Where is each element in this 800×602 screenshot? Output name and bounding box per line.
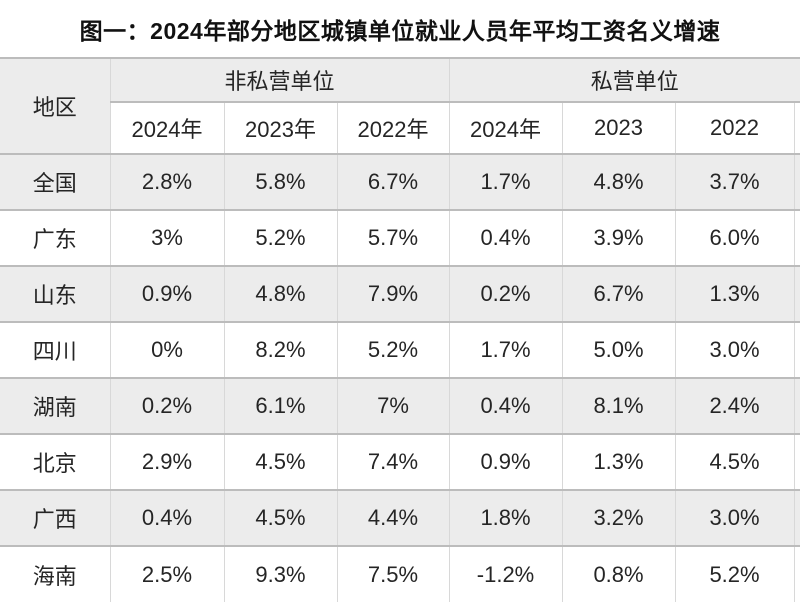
value-cell: 5.2%: [674, 545, 795, 602]
value-cell: 1.8%: [448, 489, 563, 546]
cutoff-column-stub: [793, 265, 800, 322]
year-column-header: 2023: [561, 101, 676, 154]
value-cell: 6.7%: [336, 153, 450, 210]
value-cell: 3%: [109, 209, 224, 266]
value-cell: 7.5%: [336, 545, 450, 602]
cutoff-column-stub: [793, 377, 800, 434]
cutoff-column-stub: [793, 433, 800, 490]
table-row: 山东 0.9% 4.8% 7.9% 0.2% 6.7% 1.3%: [0, 265, 800, 322]
value-cell: 5.0%: [561, 321, 676, 378]
table-row: 海南 2.5% 9.3% 7.5% -1.2% 0.8% 5.2%: [0, 545, 800, 602]
value-cell: 5.8%: [223, 153, 337, 210]
value-cell: 0.4%: [448, 209, 563, 266]
value-cell: 7.9%: [336, 265, 450, 322]
table-row: 四川 0% 8.2% 5.2% 1.7% 5.0% 3.0%: [0, 321, 800, 378]
region-cell: 海南: [0, 545, 110, 602]
figure-title: 图一：2024年部分地区城镇单位就业人员年平均工资名义增速: [0, 0, 800, 57]
value-cell: 8.2%: [223, 321, 337, 378]
value-cell: 3.2%: [561, 489, 676, 546]
value-cell: 5.7%: [336, 209, 450, 266]
value-cell: 4.8%: [223, 265, 337, 322]
value-cell: 6.0%: [674, 209, 795, 266]
group-header-private: 私营单位: [448, 57, 800, 102]
year-column-header: 2023年: [223, 101, 337, 154]
value-cell: 6.7%: [561, 265, 676, 322]
cutoff-column-stub: [793, 545, 800, 602]
value-cell: 4.4%: [336, 489, 450, 546]
value-cell: 9.3%: [223, 545, 337, 602]
year-column-header: 2022年: [336, 101, 450, 154]
region-cell: 广东: [0, 209, 110, 266]
table-row: 广西 0.4% 4.5% 4.4% 1.8% 3.2% 3.0%: [0, 489, 800, 546]
table-row: 全国 2.8% 5.8% 6.7% 1.7% 4.8% 3.7%: [0, 153, 800, 210]
region-cell: 四川: [0, 321, 110, 378]
value-cell: 2.8%: [109, 153, 224, 210]
region-cell: 广西: [0, 489, 110, 546]
value-cell: 1.3%: [674, 265, 795, 322]
value-cell: 1.7%: [448, 321, 563, 378]
value-cell: 0.4%: [109, 489, 224, 546]
value-cell: 4.5%: [223, 489, 337, 546]
year-column-header: 2024年: [448, 101, 563, 154]
table-clip: 地区 非私营单位 私营单位 2024年 2023年 2022年 2024年 20…: [0, 57, 800, 602]
value-cell: 0.2%: [109, 377, 224, 434]
table-row: 湖南 0.2% 6.1% 7% 0.4% 8.1% 2.4%: [0, 377, 800, 434]
year-column-header: 2022: [674, 101, 795, 154]
region-cell: 山东: [0, 265, 110, 322]
value-cell: 3.9%: [561, 209, 676, 266]
region-column-header: 地区: [0, 57, 110, 154]
cutoff-column-stub: [793, 209, 800, 266]
region-cell: 北京: [0, 433, 110, 490]
cutoff-column-stub: [793, 321, 800, 378]
year-column-header: 2024年: [109, 101, 224, 154]
cutoff-column-stub: [793, 153, 800, 210]
value-cell: 6.1%: [223, 377, 337, 434]
value-cell: 0.8%: [561, 545, 676, 602]
value-cell: 4.8%: [561, 153, 676, 210]
value-cell: 2.5%: [109, 545, 224, 602]
cutoff-column-stub: [793, 489, 800, 546]
value-cell: 1.3%: [561, 433, 676, 490]
value-cell: 5.2%: [223, 209, 337, 266]
value-cell: 1.7%: [448, 153, 563, 210]
value-cell: 7.4%: [336, 433, 450, 490]
value-cell: 5.2%: [336, 321, 450, 378]
value-cell: 8.1%: [561, 377, 676, 434]
group-header-row: 地区 非私营单位 私营单位: [0, 57, 800, 154]
value-cell: 0.9%: [109, 265, 224, 322]
value-cell: 7%: [336, 377, 450, 434]
value-cell: 3.7%: [674, 153, 795, 210]
cutoff-column-stub: [793, 101, 800, 154]
value-cell: -1.2%: [448, 545, 563, 602]
value-cell: 3.0%: [674, 321, 795, 378]
value-cell: 0.2%: [448, 265, 563, 322]
group-header-nonprivate: 非私营单位: [109, 57, 450, 102]
value-cell: 2.9%: [109, 433, 224, 490]
value-cell: 0%: [109, 321, 224, 378]
table-row: 广东 3% 5.2% 5.7% 0.4% 3.9% 6.0%: [0, 209, 800, 266]
value-cell: 2.4%: [674, 377, 795, 434]
table-row: 北京 2.9% 4.5% 7.4% 0.9% 1.3% 4.5%: [0, 433, 800, 490]
value-cell: 3.0%: [674, 489, 795, 546]
value-cell: 4.5%: [674, 433, 795, 490]
value-cell: 4.5%: [223, 433, 337, 490]
wage-growth-table: 地区 非私营单位 私营单位 2024年 2023年 2022年 2024年 20…: [0, 57, 800, 602]
region-cell: 全国: [0, 153, 110, 210]
value-cell: 0.4%: [448, 377, 563, 434]
year-header-row: 2024年 2023年 2022年 2024年 2023 2022: [0, 101, 800, 154]
region-cell: 湖南: [0, 377, 110, 434]
value-cell: 0.9%: [448, 433, 563, 490]
